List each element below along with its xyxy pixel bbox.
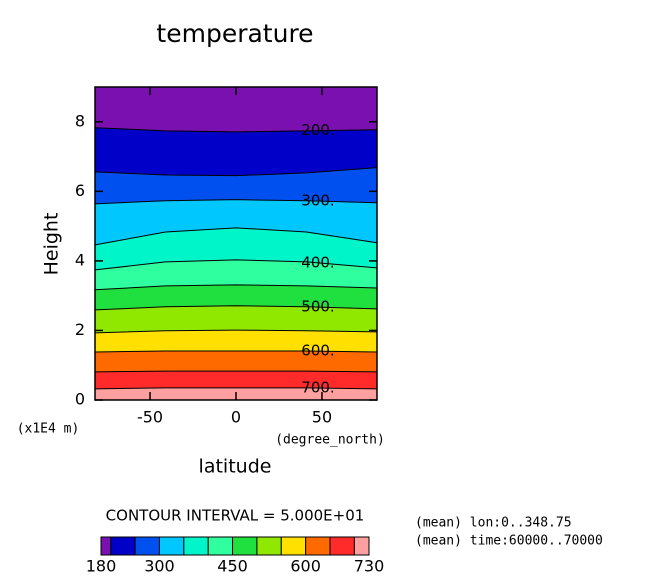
y-tick-label: 0 [75,390,85,409]
colorbar-tick-label: 600 [290,557,321,576]
contour-line [94,305,378,311]
colorbar-box [110,536,136,556]
y-axis-label: Height [41,213,63,276]
colorbar-box [183,536,209,556]
x-tick-label: 0 [231,408,241,427]
contour-line [94,227,378,246]
contour-line [94,370,378,373]
colorbar-box [280,536,307,556]
contour-line [94,199,378,205]
contour-line [94,329,378,334]
colorbar-tick-label: 180 [86,557,117,576]
x-tick-label: 50 [312,408,332,427]
chart-title: temperature [156,19,313,48]
contour-label: 400. [301,253,334,271]
contour-label: 600. [301,342,334,360]
x-axis-label: latitude [199,456,272,478]
colorbar-tick-label: 450 [217,557,248,576]
note: (mean) lon:0..348.75 [415,516,572,531]
x-tick-label: -50 [137,408,163,427]
colorbar-box [329,536,355,556]
contour-label: 200. [301,121,334,139]
y-tick-label: 8 [75,111,85,130]
colorbar-box [134,536,160,556]
y-tick-label: 6 [75,181,85,200]
colorbar-box [207,536,234,556]
contour-line [94,259,378,271]
y-tick-label: 4 [75,250,85,269]
contour-label: 500. [301,298,334,316]
contour-line [94,387,378,390]
contour-line [94,284,378,291]
y-unit: (x1E4 m) [17,422,80,437]
colorbar-tick-label: 300 [144,557,175,576]
contour-line [94,350,378,353]
colorbar-box [256,536,282,556]
colorbar-box [158,536,185,556]
contour-interval: CONTOUR INTERVAL = 5.000E+01 [106,507,365,525]
contour-line [94,167,378,177]
contour-label: 700. [301,378,334,396]
contour-line [94,127,378,133]
colorbar-box [353,536,370,556]
colorbar-box [305,536,331,556]
colorbar-box [232,536,258,556]
x-unit: (degree_north) [275,433,385,448]
note: (mean) time:60000..70000 [415,534,603,549]
y-tick-label: 2 [75,320,85,339]
colorbar-tick-label: 730 [354,557,385,576]
contour-label: 300. [301,192,334,210]
colorbar-box [100,536,112,556]
